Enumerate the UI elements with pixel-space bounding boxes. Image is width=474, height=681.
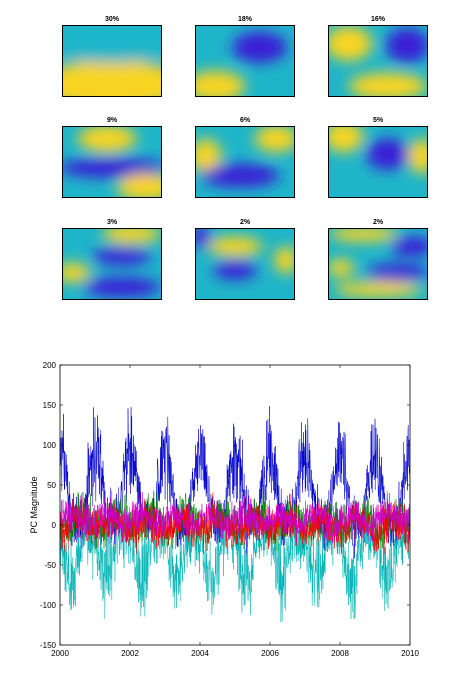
series-lines [59, 406, 411, 623]
pc-map-8 [195, 228, 295, 300]
cool-region [213, 260, 257, 280]
x-tick-label: 2002 [121, 649, 139, 658]
x-tick-label: 2000 [51, 649, 69, 658]
axes: 2000 2002 2004 2006 2008 2010 -150 -100 -50 0 50 10… [40, 361, 419, 658]
plot-frame [59, 364, 411, 646]
cool-region [82, 277, 161, 298]
pc-map-6 [328, 126, 428, 198]
y-tick-label: 150 [43, 401, 57, 410]
y-tick-label: -100 [40, 601, 57, 610]
y-tick-label: -150 [40, 641, 57, 650]
map-title-1: 30% [104, 16, 119, 23]
x-tick-label: 2008 [331, 649, 349, 658]
x-tick-label: 2010 [401, 649, 419, 658]
map-title-9: 2% [372, 219, 384, 226]
warm-region [333, 281, 423, 298]
cool-region [366, 264, 427, 282]
pc-timeseries-chart: 2000 2002 2004 2006 2008 2010 -150 -100 -50 0 50 10… [29, 361, 419, 658]
y-tick-label: 50 [47, 481, 56, 490]
cool-region [200, 163, 280, 188]
warm-region [207, 236, 263, 257]
pc-map-9 [328, 228, 428, 300]
map-title-5: 6% [239, 117, 251, 124]
warm-region [408, 138, 427, 174]
pc-map-3 [328, 25, 428, 97]
pc-map-1 [62, 25, 162, 97]
y-tick-label: 200 [43, 361, 57, 370]
map-title-6: 5% [372, 117, 384, 124]
warm-region [102, 229, 161, 244]
cool-region [196, 229, 211, 249]
y-tick-label: 100 [43, 441, 57, 450]
warm-region [254, 127, 294, 153]
pc-map-5 [195, 126, 295, 198]
cool-region [92, 247, 152, 265]
cool-region [63, 158, 161, 178]
pc-map-7 [62, 228, 162, 300]
warm-region [196, 138, 222, 174]
cool-region [232, 31, 288, 63]
warm-region [329, 26, 373, 61]
y-axis-label: PC Magnitude [29, 476, 39, 533]
warm-region [274, 246, 294, 274]
warm-region [329, 127, 364, 153]
warm-region [196, 70, 245, 96]
map-title-2: 18% [237, 16, 252, 23]
map-title-3: 16% [370, 16, 385, 23]
cool-region [366, 138, 410, 170]
warm-region [77, 127, 137, 153]
warm-region [329, 259, 355, 277]
x-tick-label: 2004 [191, 649, 209, 658]
x-tick-label: 2006 [261, 649, 279, 658]
warm-region [63, 263, 91, 283]
cool-region [63, 27, 161, 63]
map-title-4: 9% [106, 117, 118, 124]
map-title-8: 2% [239, 219, 251, 226]
map-title-7: 3% [106, 219, 118, 226]
warm-region [329, 229, 398, 242]
warm-region [63, 60, 161, 96]
pc-map-4 [62, 126, 162, 198]
cool-region [385, 27, 427, 63]
cool-region [390, 236, 427, 257]
pc-map-2 [195, 25, 295, 97]
warm-region [116, 173, 161, 197]
y-tick-label: -50 [44, 561, 56, 570]
series-line-5 [59, 491, 411, 547]
y-tick-label: 0 [52, 521, 57, 530]
warm-region [348, 72, 427, 96]
